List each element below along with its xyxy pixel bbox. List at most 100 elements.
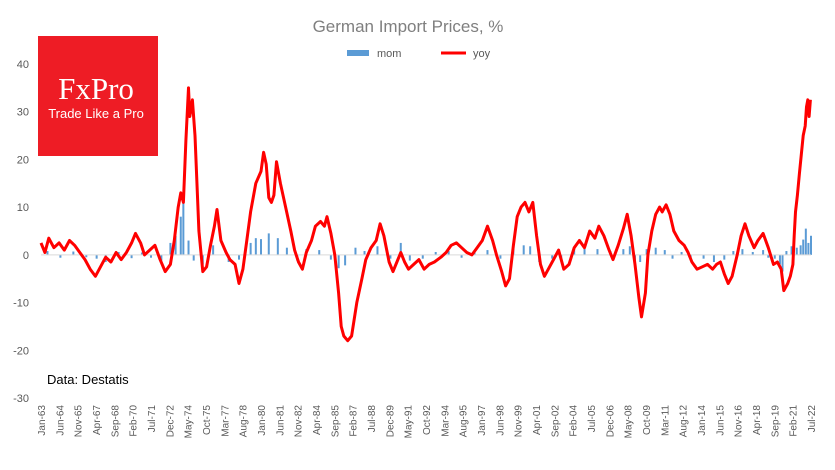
mom-bar <box>182 199 185 255</box>
mom-bar <box>260 239 262 255</box>
x-tick-label: Jul-88 <box>367 405 378 433</box>
mom-bar <box>680 251 683 255</box>
mom-bar <box>723 254 726 260</box>
x-tick-label: Aug-95 <box>459 405 470 438</box>
x-tick-label: Feb-70 <box>129 405 140 437</box>
mom-bar <box>179 216 182 255</box>
x-tick-label: May-08 <box>624 405 635 439</box>
mom-bar <box>732 251 735 255</box>
mom-bar <box>522 245 525 255</box>
x-tick-label: May-91 <box>404 405 415 439</box>
y-axis-ticks: -30 -20 -10 0 10 20 30 40 <box>13 59 29 405</box>
x-tick-label: Mar-94 <box>440 405 451 437</box>
x-tick-label: Jun-15 <box>715 405 726 436</box>
mom-bar <box>249 242 252 255</box>
mom-bar <box>785 251 788 255</box>
mom-bar <box>622 249 625 255</box>
legend-mom-swatch <box>347 50 369 56</box>
mom-bar <box>762 250 765 255</box>
x-tick-label: Nov-82 <box>294 405 305 438</box>
x-tick-label: Oct-75 <box>202 405 213 435</box>
mom-bar <box>169 242 172 255</box>
x-tick-label: Mar-77 <box>220 405 231 437</box>
mom-bar <box>639 254 642 263</box>
mom-bar <box>663 250 666 255</box>
y-tick-label: 0 <box>23 250 29 262</box>
mom-bar <box>421 254 424 259</box>
mom-bar <box>434 251 437 255</box>
mom-bar <box>212 245 215 255</box>
mom-bar <box>712 254 715 263</box>
mom-bar <box>781 254 784 272</box>
mom-bar <box>140 252 143 255</box>
mom-bar <box>795 247 798 255</box>
mom-bar <box>807 242 810 255</box>
mom-bar <box>583 247 586 255</box>
x-tick-label: Feb-87 <box>349 405 360 437</box>
mom-bar <box>389 254 392 259</box>
x-tick-label: Apr-01 <box>532 405 543 435</box>
x-tick-label: Jul-22 <box>807 405 818 433</box>
x-tick-label: Mar-11 <box>660 405 671 436</box>
mom-bar <box>810 235 812 255</box>
mom-bar <box>238 254 240 260</box>
mom-bar <box>174 235 177 255</box>
yoy-series-line <box>39 86 812 343</box>
x-tick-label: Jan-80 <box>257 405 268 436</box>
y-tick-label: 30 <box>17 107 29 119</box>
mom-bar <box>150 254 152 258</box>
mom-bar <box>702 254 705 259</box>
mom-bar <box>799 245 802 255</box>
mom-bar <box>596 249 599 255</box>
mom-bar <box>408 254 411 261</box>
logo-brand: FxPro <box>58 71 134 106</box>
legend: mom yoy <box>347 48 491 60</box>
x-tick-label: Jul-71 <box>147 405 158 433</box>
x-tick-label: Jan-97 <box>477 405 488 436</box>
mom-bar <box>751 251 754 255</box>
x-tick-label: Sep-68 <box>110 405 121 438</box>
x-tick-label: Sep-85 <box>330 405 341 438</box>
x-tick-label: Apr-67 <box>92 405 103 435</box>
x-tick-label: Nov-16 <box>734 405 745 438</box>
mom-bar <box>337 254 340 269</box>
x-tick-label: Jun-64 <box>55 405 66 436</box>
x-tick-label: Jun-81 <box>275 405 286 436</box>
mom-bar <box>160 254 163 261</box>
mom-bar <box>59 254 62 258</box>
mom-bar <box>85 254 88 258</box>
mom-bar <box>645 249 648 255</box>
mom-bar <box>254 238 257 255</box>
y-tick-label: -20 <box>13 345 29 357</box>
x-tick-label: Jan-14 <box>697 405 708 436</box>
mom-bar <box>767 254 770 258</box>
chart-title: German Import Prices, % <box>313 17 504 36</box>
mom-bar <box>399 242 402 255</box>
mom-bar <box>778 254 781 265</box>
x-tick-label: Aug-12 <box>679 405 690 438</box>
x-tick-label: Apr-84 <box>312 405 323 435</box>
x-tick-label: Feb-04 <box>569 405 580 437</box>
mom-bar <box>276 238 279 255</box>
mom-bar <box>790 246 793 255</box>
x-tick-label: Aug-78 <box>239 405 250 438</box>
mom-bar <box>551 254 554 259</box>
logo-background <box>38 36 158 156</box>
x-tick-label: Oct-92 <box>422 405 433 435</box>
mom-bar <box>773 254 776 259</box>
mom-bar <box>804 228 807 255</box>
x-tick-label: Nov-65 <box>74 405 85 438</box>
mom-bar <box>741 249 744 255</box>
x-tick-label: Jan-63 <box>37 405 48 436</box>
mom-bar <box>187 240 190 255</box>
mom-bar <box>285 247 288 255</box>
x-axis-ticks: Jan-63 Jun-64 Nov-65 Apr-67 Sep-68 Feb-70 Jul-… <box>37 405 818 439</box>
x-tick-label: May-74 <box>184 405 195 439</box>
x-tick-label: Nov-99 <box>514 405 525 438</box>
mom-bar <box>95 254 98 259</box>
x-tick-label: Apr-18 <box>752 405 763 435</box>
legend-mom-label: mom <box>377 48 401 60</box>
mom-bar <box>354 247 357 255</box>
mom-bar <box>802 239 805 255</box>
